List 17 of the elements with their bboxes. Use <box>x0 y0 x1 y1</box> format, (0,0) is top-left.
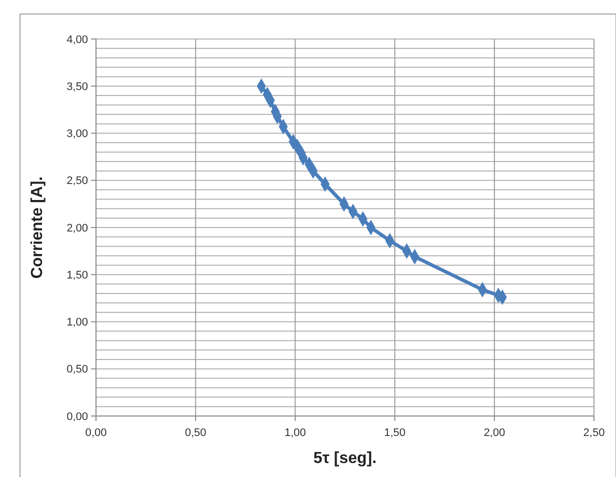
y-tick-label: 0,50 <box>66 364 88 376</box>
y-tick-label: 1,50 <box>66 269 88 282</box>
x-tick-label: 2,50 <box>583 427 605 439</box>
y-tick-label: 4,00 <box>66 34 88 46</box>
y-tick-label: 3,50 <box>66 80 88 93</box>
x-tick-label: 2,00 <box>484 427 506 439</box>
x-tick-label: 0,50 <box>184 427 206 439</box>
y-tick-label: 2,50 <box>66 175 88 188</box>
y-tick-label: 3,00 <box>66 128 88 140</box>
x-tick-label: 1,00 <box>284 427 306 439</box>
y-tick-label: 0,00 <box>66 410 88 423</box>
x-tick-label: 1,50 <box>384 427 406 439</box>
y-tick-label: 1,00 <box>66 316 88 329</box>
x-tick-label: 0,00 <box>85 427 107 439</box>
x-axis-title: 5τ [seg]. <box>313 450 377 467</box>
y-axis-title: Corriente [A]. <box>29 176 46 279</box>
y-tick-label: 2,00 <box>66 222 88 234</box>
